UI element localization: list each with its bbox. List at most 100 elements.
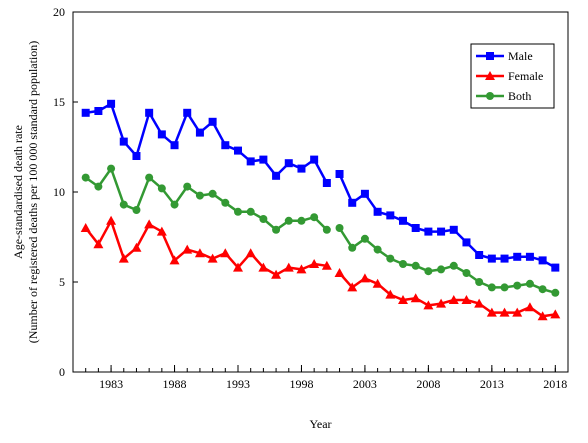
data-point-male bbox=[208, 117, 217, 126]
data-point-female bbox=[499, 307, 510, 317]
data-point-male bbox=[449, 225, 458, 234]
legend-marker-female bbox=[485, 71, 495, 80]
series-line-male bbox=[338, 173, 556, 269]
data-point-male bbox=[322, 179, 331, 187]
data-point-female bbox=[486, 307, 497, 317]
data-point-both bbox=[475, 278, 484, 286]
data-point-female bbox=[524, 302, 535, 312]
data-point-both bbox=[437, 265, 446, 274]
series-line-female bbox=[338, 272, 556, 318]
data-point-male bbox=[221, 141, 230, 150]
x-tick-label: 2018 bbox=[543, 377, 567, 391]
data-point-male bbox=[424, 227, 433, 236]
data-point-female bbox=[347, 282, 358, 292]
data-point-female bbox=[461, 295, 472, 304]
data-point-male bbox=[157, 130, 166, 139]
data-point-both bbox=[348, 243, 357, 252]
data-point-male bbox=[411, 224, 420, 232]
series-line-both bbox=[338, 227, 556, 295]
data-point-both bbox=[81, 173, 90, 182]
data-point-female bbox=[550, 309, 561, 319]
data-point-male bbox=[259, 155, 268, 164]
data-point-female bbox=[398, 295, 408, 304]
data-point-female bbox=[118, 253, 129, 263]
x-tick-label: 2003 bbox=[353, 377, 377, 391]
data-point-both bbox=[525, 279, 534, 288]
data-point-male bbox=[81, 108, 90, 117]
data-point-male bbox=[234, 146, 242, 155]
data-point-both bbox=[157, 184, 166, 193]
data-point-both bbox=[399, 260, 407, 268]
data-point-male bbox=[360, 189, 369, 198]
axes: 0 5 10 15 20 1983 1988 1993 1998 2003 2008 2013 2018 bbox=[53, 5, 569, 391]
legend-label-both: Both bbox=[508, 89, 531, 103]
data-point-female bbox=[182, 244, 193, 254]
data-point-male bbox=[183, 108, 192, 117]
data-point-female bbox=[537, 311, 548, 321]
data-point-male bbox=[132, 152, 141, 160]
data-point-male bbox=[272, 171, 281, 180]
data-point-both bbox=[259, 215, 268, 223]
data-point-both bbox=[297, 216, 306, 225]
data-point-both bbox=[500, 283, 509, 292]
x-tick-label: 1988 bbox=[163, 377, 187, 391]
data-point-male bbox=[170, 141, 179, 150]
data-point-female bbox=[309, 259, 320, 268]
series-female bbox=[80, 215, 561, 321]
data-point-female bbox=[474, 298, 485, 308]
data-point-female bbox=[258, 262, 269, 272]
data-point-male bbox=[107, 99, 116, 108]
data-point-both bbox=[94, 182, 103, 191]
x-axis-title: Year bbox=[309, 417, 331, 431]
data-point-male bbox=[399, 216, 407, 225]
data-point-both bbox=[145, 173, 154, 182]
data-point-female bbox=[194, 248, 205, 258]
y-tick-label: 20 bbox=[53, 5, 65, 19]
x-tick-label: 2013 bbox=[480, 377, 504, 391]
data-point-female bbox=[156, 226, 167, 236]
data-point-both bbox=[107, 164, 116, 173]
x-tick-label: 2008 bbox=[416, 377, 440, 391]
plot-series bbox=[80, 99, 561, 321]
data-point-male bbox=[551, 263, 560, 272]
data-point-male bbox=[437, 227, 446, 236]
data-point-female bbox=[144, 219, 155, 229]
y-tick-label: 0 bbox=[59, 365, 65, 379]
data-point-male bbox=[297, 164, 306, 173]
data-point-male bbox=[525, 252, 534, 261]
legend-label-male: Male bbox=[508, 49, 533, 63]
data-point-female bbox=[410, 293, 421, 303]
y-tick-label: 5 bbox=[59, 275, 65, 289]
data-point-both bbox=[234, 207, 242, 216]
y-axis-title-line2: (Number of registered deaths per 100 000… bbox=[26, 41, 40, 344]
data-point-both bbox=[272, 225, 281, 234]
x-tick-label: 1998 bbox=[289, 377, 313, 391]
data-point-both bbox=[513, 281, 522, 290]
data-point-male bbox=[284, 159, 293, 168]
data-point-male bbox=[373, 207, 382, 216]
data-point-female bbox=[207, 253, 218, 263]
data-point-both bbox=[119, 200, 128, 209]
data-point-male bbox=[462, 238, 471, 247]
data-point-male bbox=[386, 211, 395, 220]
data-point-female bbox=[233, 262, 243, 272]
data-point-male bbox=[348, 198, 357, 207]
data-point-female bbox=[423, 300, 434, 310]
data-point-both bbox=[538, 285, 547, 294]
data-point-male bbox=[310, 155, 319, 164]
data-point-female bbox=[385, 289, 396, 299]
data-point-male bbox=[94, 107, 103, 115]
data-point-both bbox=[195, 191, 204, 200]
data-point-female bbox=[93, 239, 104, 249]
data-point-both bbox=[360, 234, 369, 243]
data-point-both bbox=[373, 245, 382, 254]
data-point-both bbox=[246, 207, 255, 216]
data-point-both bbox=[310, 213, 319, 222]
data-point-female bbox=[359, 273, 370, 283]
data-point-female bbox=[245, 248, 256, 258]
data-point-both bbox=[208, 189, 217, 198]
data-point-male bbox=[145, 108, 154, 117]
legend-marker-both bbox=[486, 92, 494, 100]
data-point-male bbox=[246, 157, 255, 166]
